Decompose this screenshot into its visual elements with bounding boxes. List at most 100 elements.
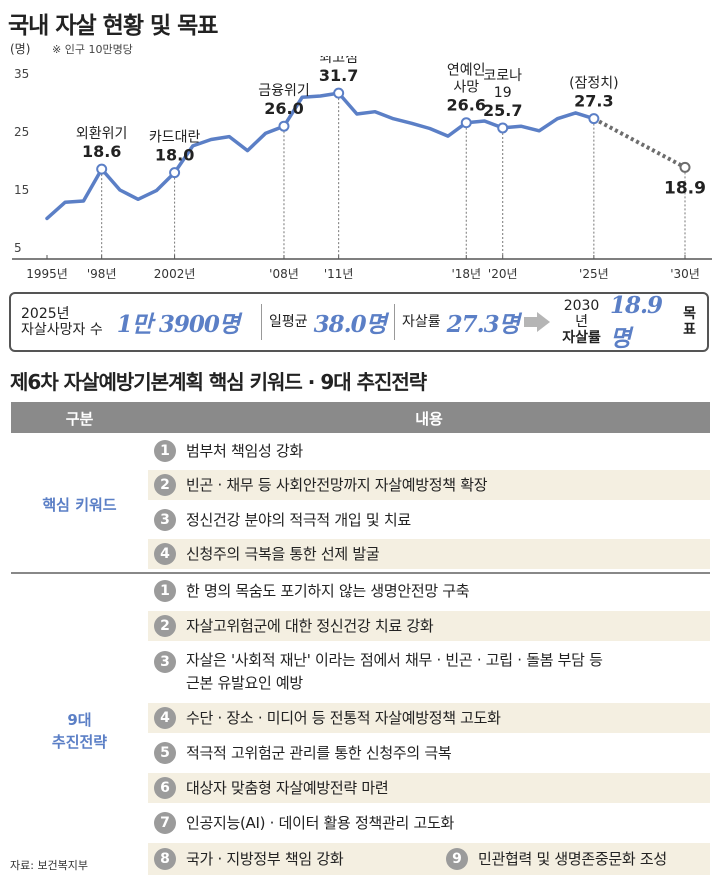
x-tick-label: '11년 — [324, 267, 354, 281]
x-tick-label: 2002년 — [154, 267, 196, 281]
summary-daily-value: 38.0명 — [313, 311, 387, 338]
data-label-value: 26.0 — [264, 99, 303, 118]
data-point-marker — [460, 117, 472, 129]
strategy-text: 적극적 고위험군 관리를 통한 신청주의 극복 — [186, 743, 452, 762]
data-label-event: 연예인 — [447, 63, 486, 79]
summary-rate: 자살률 27.3명 — [402, 294, 520, 350]
summary-rate-label: 자살률 — [402, 314, 441, 330]
source-note: 자료: 보건복지부 — [10, 859, 89, 872]
strategy-text: 자살고위험군에 대한 정신건강 치료 강화 — [186, 616, 434, 635]
data-label-value: 25.7 — [483, 101, 522, 120]
number-badge-icon: 1 — [154, 580, 176, 602]
y-tick-label: 5 — [14, 241, 22, 255]
number-badge-icon: 8 — [154, 848, 176, 870]
x-tick-label: '18년 — [451, 267, 481, 281]
x-tick-label: 1995년 — [26, 267, 68, 281]
strategy-row: 2 자살고위험군에 대한 정신건강 치료 강화 — [148, 611, 710, 641]
strategy-row: 3 자살은 '사회적 재난' 이라는 점에서 채무 · 빈곤 · 고립 · 돌봄… — [148, 646, 710, 698]
number-badge-icon: 4 — [154, 543, 176, 565]
keyword-text: 신청주의 극복을 통한 선제 발굴 — [186, 544, 380, 563]
data-label-value: 18.6 — [82, 142, 121, 161]
x-tick-label: '98년 — [87, 267, 117, 281]
summary-goal-label: 자살률 — [562, 330, 601, 346]
x-tick-label: '25년 — [579, 267, 609, 281]
summary-deaths-value: 1만 3900명 — [116, 311, 240, 338]
strategy-text: 한 명의 목숨도 포기하지 않는 생명안전망 구축 — [186, 581, 470, 600]
plan-title: 제6차 자살예방기본계획 핵심 키워드 · 9대 추진전략 — [10, 370, 427, 394]
keyword-text: 빈곤 · 채무 등 사회안전망까지 자살예방정책 확장 — [186, 475, 488, 494]
strategy-text: 대상자 맞춤형 자살예방전략 마련 — [186, 778, 389, 797]
summary-rate-value: 27.3명 — [446, 311, 520, 338]
y-tick-label: 15 — [14, 183, 29, 197]
keyword-text: 정신건강 분야의 적극적 개입 및 치료 — [186, 510, 411, 529]
number-badge-icon: 9 — [446, 848, 468, 870]
keyword-text: 범부처 책임성 강화 — [186, 441, 303, 460]
number-badge-icon: 3 — [154, 509, 176, 531]
number-badge-icon: 4 — [154, 707, 176, 729]
strategy-text: 민관협력 및 생명존중문화 조성 — [478, 849, 667, 868]
summary-daily-label: 일평균 — [269, 314, 308, 330]
y-unit-label: (명) — [10, 42, 31, 56]
data-label-event: 금융위기 — [258, 83, 310, 99]
data-point-marker — [96, 163, 108, 175]
keyword-row: 2 빈곤 · 채무 등 사회안전망까지 자살예방정책 확장 — [148, 470, 710, 500]
data-label-event: 코로나 — [483, 68, 522, 84]
strategy-row: 7 인공지능(AI) · 데이터 활용 정책관리 고도화 — [148, 808, 710, 838]
summary-box: 2025년 자살사망자 수 1만 3900명 일평균 38.0명 자살률 27.… — [9, 292, 709, 352]
table-header-content: 내용 — [415, 410, 443, 428]
number-badge-icon: 3 — [154, 651, 176, 673]
data-point-marker — [333, 87, 345, 99]
number-badge-icon: 1 — [154, 440, 176, 462]
suicide-rate-line-chart: 5 15 25 35 1995년 '98년 2002년 '08년 '11년 '18년 '20년 '25… — [12, 56, 712, 281]
data-point-marker — [588, 113, 600, 125]
table-header-category: 구분 — [65, 410, 94, 428]
summary-daily: 일평균 38.0명 — [269, 294, 387, 350]
strategy-text-continued: 근본 유발요인 예방 — [186, 674, 303, 692]
data-label-event: (잠정치) — [569, 76, 619, 92]
strategy-row: 1 한 명의 목숨도 포기하지 않는 생명안전망 구축 — [148, 576, 710, 606]
summary-divider — [261, 304, 262, 340]
data-label-event: 최고점 — [319, 56, 358, 66]
data-label-event: 외환위기 — [76, 126, 128, 142]
strategy-text: 국가 · 지방정부 책임 강화 — [186, 849, 344, 868]
strategy-row: 5 적극적 고위험군 관리를 통한 신청주의 극복 — [148, 738, 710, 768]
data-point-marker — [278, 120, 290, 132]
data-point-marker — [679, 161, 691, 173]
data-label-value: 31.7 — [319, 66, 358, 85]
number-badge-icon: 6 — [154, 777, 176, 799]
arrow-right-icon — [524, 312, 550, 332]
summary-deaths-year: 2025년 — [21, 306, 70, 322]
strategy-text: 수단 · 장소 · 미디어 등 전통적 자살예방정책 고도화 — [186, 708, 501, 727]
summary-deaths-label: 자살사망자 수 — [21, 322, 103, 338]
group-label-strategies-line1: 9대 — [67, 711, 92, 729]
data-label-value: 26.6 — [447, 96, 486, 115]
summary-goal: 2030년 자살률 18.9명 목표 — [559, 292, 707, 352]
number-badge-icon: 2 — [154, 474, 176, 496]
data-label-value: 18.0 — [155, 146, 194, 165]
keyword-row: 1 범부처 책임성 강화 — [148, 436, 710, 466]
chart-note: ※ 인구 10만명당 — [52, 43, 133, 56]
projection-line — [592, 116, 686, 170]
data-label-event: 사망 — [453, 80, 479, 96]
data-point-marker — [169, 167, 181, 179]
number-badge-icon: 5 — [154, 742, 176, 764]
group-label-strategies: 9대 추진전략 — [11, 709, 148, 753]
data-label-event: 19 — [494, 85, 512, 101]
x-tick-label: '08년 — [269, 267, 299, 281]
table-header: 구분 내용 — [11, 402, 710, 433]
data-label-value: 27.3 — [574, 92, 613, 111]
strategy-row: 8 국가 · 지방정부 책임 강화 9 민관협력 및 생명존중문화 조성 — [148, 843, 710, 875]
page-title: 국내 자살 현황 및 목표 — [8, 13, 218, 39]
summary-deaths: 2025년 자살사망자 수 1만 3900명 — [21, 294, 240, 350]
summary-goal-year: 2030년 — [563, 298, 600, 330]
data-point-marker — [497, 122, 509, 134]
strategy-row-inline: 9 민관협력 및 생명존중문화 조성 — [440, 843, 667, 875]
strategy-row: 6 대상자 맞춤형 자살예방전략 마련 — [148, 773, 710, 803]
y-tick-label: 25 — [14, 125, 29, 139]
keyword-row: 3 정신건강 분야의 적극적 개입 및 치료 — [148, 505, 710, 535]
strategy-text: 인공지능(AI) · 데이터 활용 정책관리 고도화 — [186, 813, 454, 832]
data-label-event: 카드대란 — [149, 130, 201, 146]
y-tick-label: 35 — [14, 67, 29, 81]
group-divider — [11, 572, 710, 574]
x-tick-label: '30년 — [670, 267, 700, 281]
